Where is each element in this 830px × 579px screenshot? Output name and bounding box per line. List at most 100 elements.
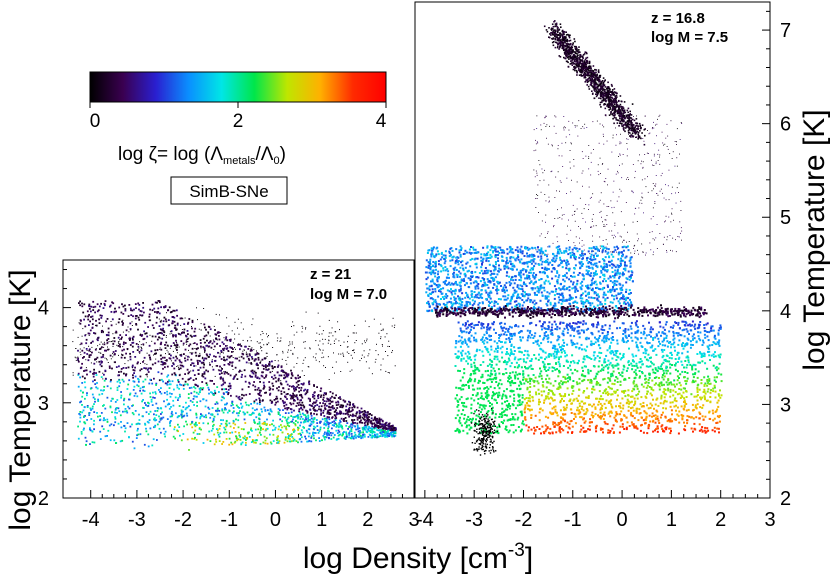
scatter-point: [664, 221, 665, 223]
scatter-point: [593, 81, 595, 84]
scatter-point: [147, 326, 149, 328]
scatter-point: [272, 419, 274, 422]
scatter-point: [363, 426, 365, 429]
scatter-point: [588, 62, 591, 65]
scatter-point: [166, 383, 169, 386]
scatter-point: [139, 314, 141, 317]
scatter-point: [137, 316, 140, 319]
scatter-point: [186, 414, 189, 417]
scatter-point: [225, 431, 228, 434]
scatter-point: [588, 209, 589, 210]
scatter-point: [88, 348, 91, 351]
scatter-point: [391, 435, 393, 438]
scatter-point: [343, 355, 345, 357]
scatter-point: [178, 393, 181, 396]
scatter-point: [333, 340, 335, 342]
scatter-point: [178, 346, 180, 348]
scatter-point: [146, 369, 149, 371]
scatter-point: [345, 431, 347, 434]
scatter-point: [121, 353, 122, 355]
scatter-point: [231, 402, 233, 404]
scatter-point: [243, 412, 246, 415]
scatter-point: [190, 370, 192, 372]
x-tick-label: -1: [220, 509, 238, 531]
scatter-point: [588, 88, 591, 90]
scatter-point: [159, 328, 162, 331]
scatter-point: [128, 379, 131, 382]
scatter-point: [619, 110, 621, 113]
scatter-point: [634, 207, 636, 209]
scatter-point: [144, 321, 147, 324]
scatter-point: [388, 422, 391, 425]
scatter-point: [159, 343, 162, 346]
scatter-point: [123, 403, 125, 406]
scatter-point: [639, 125, 641, 127]
scatter-point: [216, 413, 219, 416]
scatter-point: [212, 393, 214, 395]
scatter-point: [171, 413, 174, 416]
scatter-point: [119, 414, 122, 417]
scatter-point: [555, 24, 558, 26]
scatter-point: [486, 252, 488, 255]
scatter-point: [620, 115, 622, 118]
scatter-point: [235, 436, 238, 438]
scatter-point: [328, 339, 330, 341]
scatter-point: [225, 391, 228, 393]
scatter-point: [623, 120, 625, 122]
scatter-point: [250, 403, 252, 405]
scatter-point: [197, 369, 200, 371]
scatter-point: [638, 253, 639, 255]
scatter-point: [215, 438, 217, 441]
scatter-point: [574, 125, 576, 126]
scatter-point: [381, 344, 383, 345]
scatter-point: [194, 383, 197, 386]
scatter-point: [585, 79, 587, 81]
scatter-point: [277, 408, 280, 410]
scatter-point: [271, 367, 274, 370]
scatter-point: [237, 438, 240, 441]
colorbar-tick-2: 2: [233, 111, 244, 132]
scatter-point: [277, 411, 280, 414]
scatter-point: [589, 75, 592, 77]
scatter-point: [202, 398, 204, 401]
scatter-point: [366, 417, 369, 419]
scatter-point: [300, 404, 303, 407]
scatter-point: [93, 379, 96, 381]
scatter-point: [291, 374, 294, 377]
scatter-point: [173, 320, 176, 323]
scatter-point: [250, 414, 252, 416]
scatter-point: [218, 427, 221, 430]
scatter-point: [264, 357, 266, 360]
scatter-point: [582, 158, 584, 159]
scatter-point: [162, 363, 164, 366]
scatter-point: [79, 351, 81, 353]
scatter-point: [261, 358, 264, 361]
scatter-point: [115, 323, 117, 325]
scatter-point: [347, 413, 349, 416]
scatter-point: [335, 404, 338, 406]
scatter-point: [277, 428, 280, 431]
scatter-point: [304, 341, 306, 343]
scatter-point: [617, 105, 619, 108]
scatter-point: [246, 437, 248, 440]
scatter-point: [239, 343, 241, 345]
scatter-point: [618, 105, 621, 107]
scatter-point: [625, 114, 628, 117]
scatter-point: [124, 410, 126, 413]
scatter-point: [280, 337, 282, 339]
scatter-point: [565, 142, 567, 144]
scatter-point: [335, 409, 337, 411]
scatter-point: [312, 393, 314, 396]
scatter-point: [581, 212, 583, 214]
scatter-point: [328, 409, 331, 411]
scatter-point: [323, 436, 326, 439]
scatter-point: [368, 425, 370, 428]
scatter-point: [603, 103, 606, 105]
scatter-point: [307, 416, 310, 418]
scatter-point: [106, 318, 109, 320]
scatter-point: [114, 411, 116, 414]
scatter-point: [598, 142, 600, 144]
scatter-point: [313, 432, 316, 434]
scatter-point: [636, 122, 638, 125]
scatter-point: [250, 441, 253, 443]
